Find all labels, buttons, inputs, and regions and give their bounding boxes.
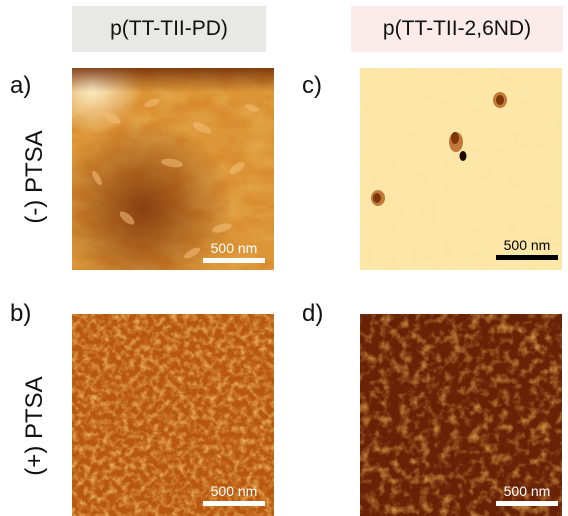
scale-bar-label: 500 nm [210, 483, 258, 499]
scale-bar-label: 500 nm [503, 237, 551, 253]
column-title-pd: p(TT-TII-PD) [72, 6, 266, 52]
afm-image-c [360, 68, 562, 270]
scale-bar-label: 500 nm [503, 483, 551, 499]
afm-image-a [72, 68, 274, 270]
row-label-minus-ptsa: (-) PTSA [21, 130, 48, 224]
panel-letter-a: a) [10, 72, 32, 99]
scale-bar-line [496, 501, 558, 506]
scale-bar-label: 500 nm [210, 240, 258, 256]
scale-bar-line [496, 255, 558, 260]
afm-image-b [72, 314, 274, 516]
panel-letter-b: b) [10, 300, 32, 327]
panel-letter-c: c) [302, 72, 322, 99]
afm-image-d [360, 314, 562, 516]
panel-letter-d: d) [302, 300, 324, 327]
scale-bar-a: 500 nm [203, 240, 265, 263]
scale-bar-line [203, 258, 265, 263]
column-title-nd: p(TT-TII-2,6ND) [351, 6, 563, 52]
scale-bar-line [203, 501, 265, 506]
row-label-plus-ptsa: (+) PTSA [21, 376, 48, 476]
scale-bar-c: 500 nm [496, 237, 558, 260]
scale-bar-b: 500 nm [203, 483, 265, 506]
scale-bar-d: 500 nm [496, 483, 558, 506]
